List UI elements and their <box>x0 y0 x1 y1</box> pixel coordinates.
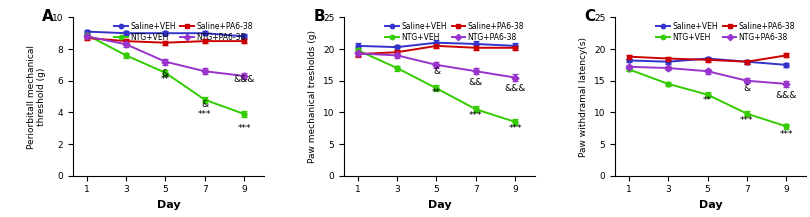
Text: &: & <box>433 67 440 76</box>
Text: &&&: &&& <box>233 75 255 84</box>
Text: ***: *** <box>469 111 483 120</box>
Text: ***: *** <box>509 124 522 133</box>
Text: ***: *** <box>740 116 753 125</box>
Y-axis label: Periorbitall mechanical
threshold (g): Periorbitall mechanical threshold (g) <box>27 44 46 149</box>
Text: &&&: &&& <box>776 91 797 100</box>
Text: &: & <box>162 69 169 77</box>
X-axis label: Day: Day <box>156 200 180 210</box>
X-axis label: Day: Day <box>699 200 723 210</box>
Legend: Saline+VEH, NTG+VEH, Saline+PA6-38, NTG+PA6-38: Saline+VEH, NTG+VEH, Saline+PA6-38, NTG+… <box>385 21 525 43</box>
Legend: Saline+VEH, NTG+VEH, Saline+PA6-38, NTG+PA6-38: Saline+VEH, NTG+VEH, Saline+PA6-38, NTG+… <box>113 21 254 43</box>
Text: &&: && <box>469 78 483 87</box>
X-axis label: Day: Day <box>428 200 451 210</box>
Text: &: & <box>744 84 751 93</box>
Text: ***: *** <box>198 110 211 119</box>
Text: **: ** <box>703 96 712 105</box>
Text: &: & <box>201 100 208 109</box>
Text: C: C <box>585 9 595 25</box>
Text: **: ** <box>161 75 170 84</box>
Y-axis label: Paw withdramal latency(s): Paw withdramal latency(s) <box>579 37 588 156</box>
Text: B: B <box>313 9 325 25</box>
Text: ***: *** <box>237 124 251 133</box>
Text: **: ** <box>432 88 441 97</box>
Y-axis label: Paw mechanical tresholds (g): Paw mechanical tresholds (g) <box>308 30 318 163</box>
Text: &&&: &&& <box>505 84 526 93</box>
Legend: Saline+VEH, NTG+VEH, Saline+PA6-38, NTG+PA6-38: Saline+VEH, NTG+VEH, Saline+PA6-38, NTG+… <box>655 21 796 43</box>
Text: A: A <box>42 9 54 25</box>
Text: ***: *** <box>779 130 793 139</box>
